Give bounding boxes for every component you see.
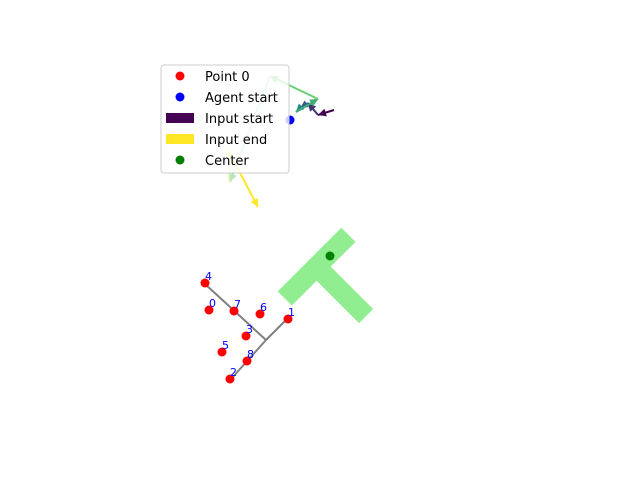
center-marker bbox=[325, 251, 335, 261]
t-shape-bar bbox=[277, 227, 356, 306]
point-marker bbox=[241, 331, 251, 341]
t-shape-stem bbox=[312, 262, 374, 324]
point-label: 7 bbox=[234, 298, 241, 311]
legend-marker-input-end bbox=[166, 134, 194, 144]
trajectory-arrowhead bbox=[308, 103, 317, 112]
legend-marker-agent-start bbox=[175, 92, 185, 102]
point-label: 3 bbox=[246, 323, 253, 336]
legend-label-input-start: Input start bbox=[205, 112, 273, 127]
legend-label-point0: Point 0 bbox=[205, 70, 250, 85]
point-set: 0 1 2 3 4 5 6 7 8 bbox=[200, 270, 295, 384]
point-marker bbox=[204, 305, 214, 315]
legend-label-input-end: Input end bbox=[205, 133, 267, 148]
trajectory-arrowhead bbox=[250, 198, 258, 207]
t-shape-region bbox=[277, 227, 374, 324]
point-label: 0 bbox=[209, 297, 216, 310]
legend-marker-point0 bbox=[175, 71, 185, 81]
trajectory-arrowhead bbox=[309, 99, 318, 107]
legend-marker-center bbox=[175, 155, 185, 165]
point-label: 8 bbox=[247, 348, 254, 361]
legend-label-agent-start: Agent start bbox=[205, 91, 278, 106]
point-label: 5 bbox=[222, 339, 229, 352]
point-marker bbox=[283, 314, 293, 324]
legend: Point 0 Agent start Input start Input en… bbox=[160, 64, 290, 174]
point-marker bbox=[229, 306, 239, 316]
point-marker bbox=[200, 278, 210, 288]
point-marker bbox=[242, 356, 252, 366]
point-marker bbox=[225, 374, 235, 384]
point-label: 4 bbox=[205, 270, 212, 283]
point-marker bbox=[217, 347, 227, 357]
trajectory-arrowhead bbox=[318, 108, 327, 117]
point-label: 2 bbox=[230, 366, 237, 379]
legend-box bbox=[160, 64, 290, 174]
point-label: 6 bbox=[260, 301, 267, 314]
trajectory-arrowhead bbox=[229, 173, 237, 182]
point-label: 1 bbox=[288, 306, 295, 319]
point-marker bbox=[255, 309, 265, 319]
skeleton-segment bbox=[265, 317, 289, 341]
legend-label-center: Center bbox=[205, 154, 249, 169]
legend-marker-input-start bbox=[166, 113, 194, 123]
